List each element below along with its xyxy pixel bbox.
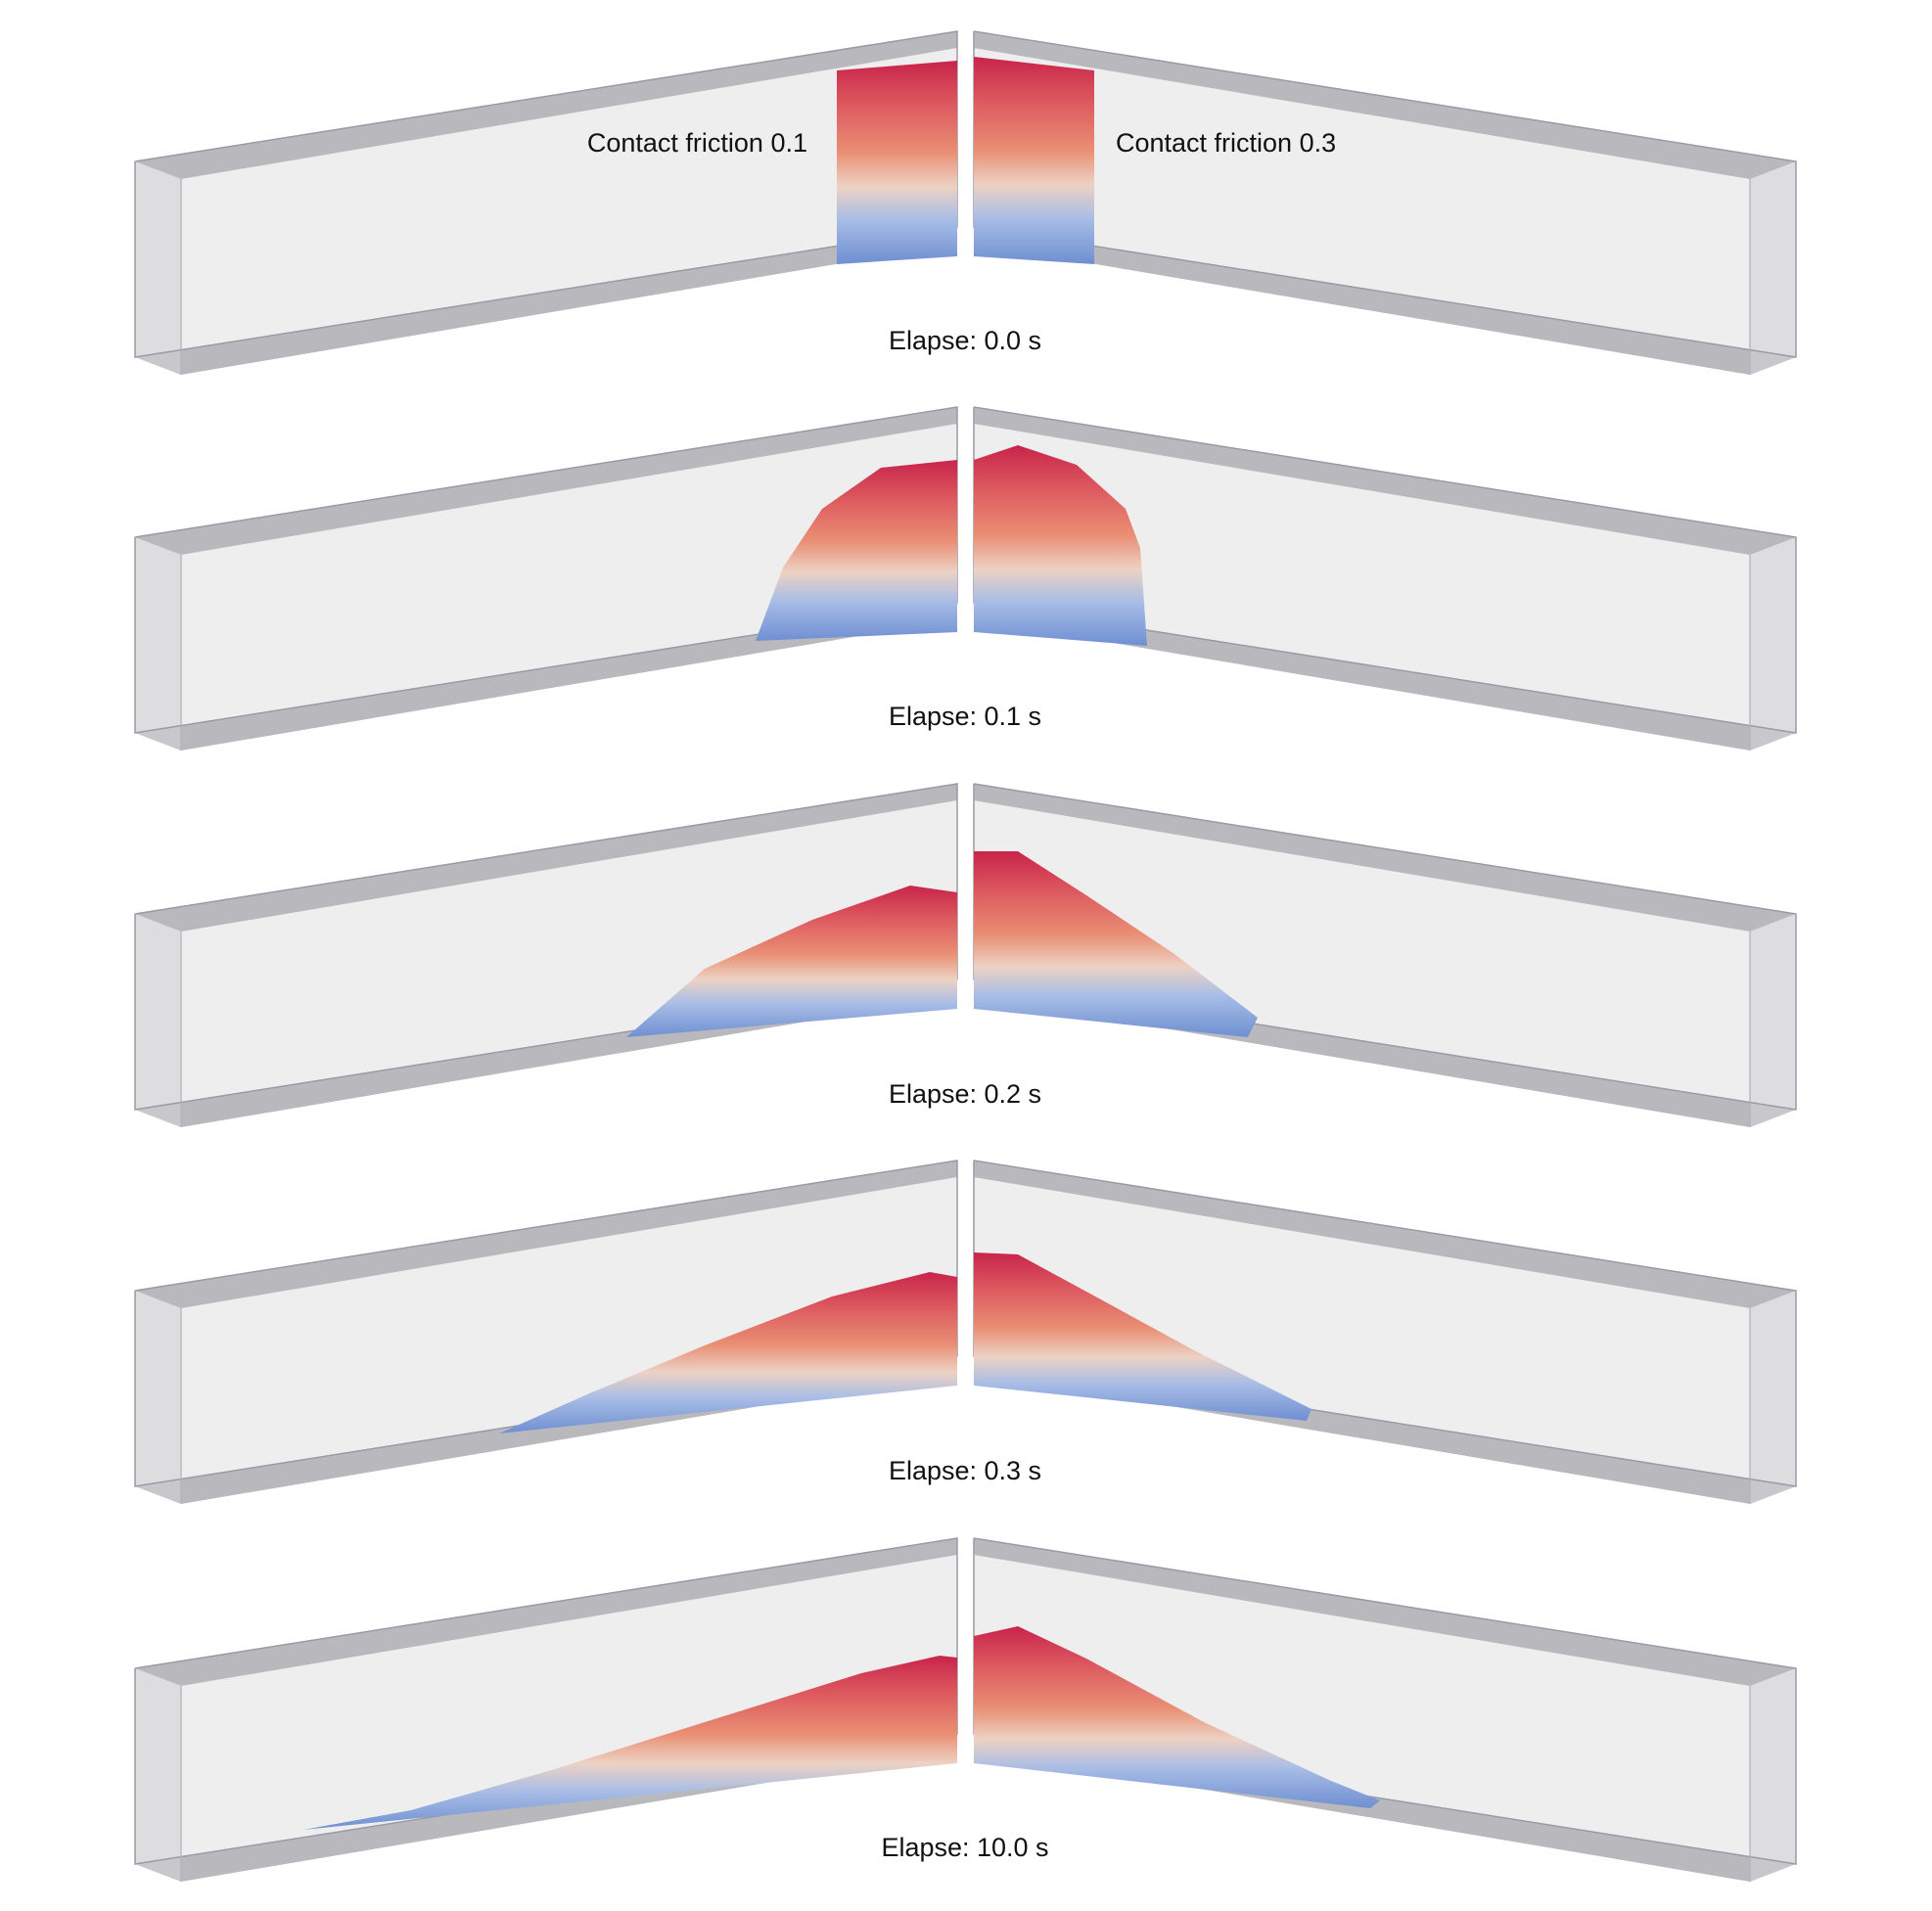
left-particle-pile (499, 1272, 957, 1433)
right-particle-pile (974, 1626, 1380, 1808)
left-particle-pile (303, 1656, 957, 1830)
frame-0: Contact friction 0.1 Contact friction 0.… (134, 30, 1797, 375)
elapse-label: Elapse: 0.2 s (889, 1079, 1041, 1109)
frame-2: Elapse: 0.2 s (134, 783, 1797, 1127)
right-particle-pile (974, 445, 1147, 646)
elapse-label: Elapse: 10.0 s (881, 1833, 1048, 1862)
frame-1: Elapse: 0.1 s (134, 406, 1797, 751)
frame-4: Elapse: 10.0 s (134, 1537, 1797, 1882)
left-channel-box (134, 30, 958, 375)
left-friction-label: Contact friction 0.1 (587, 128, 807, 158)
left-particle-pile (837, 61, 957, 264)
right-particle-pile (974, 851, 1258, 1037)
right-particle-pile (974, 57, 1094, 264)
right-channel-box (973, 406, 1797, 751)
elapse-label: Elapse: 0.3 s (889, 1456, 1041, 1485)
left-particle-pile (756, 460, 957, 641)
left-particle-pile (626, 886, 957, 1037)
elapse-label: Elapse: 0.1 s (889, 702, 1041, 731)
right-particle-pile (974, 1252, 1311, 1421)
frame-3: Elapse: 0.3 s (134, 1160, 1797, 1504)
right-friction-label: Contact friction 0.3 (1116, 128, 1336, 158)
left-channel-box (134, 406, 958, 751)
right-channel-box (973, 30, 1797, 375)
elapse-label: Elapse: 0.0 s (889, 326, 1041, 355)
